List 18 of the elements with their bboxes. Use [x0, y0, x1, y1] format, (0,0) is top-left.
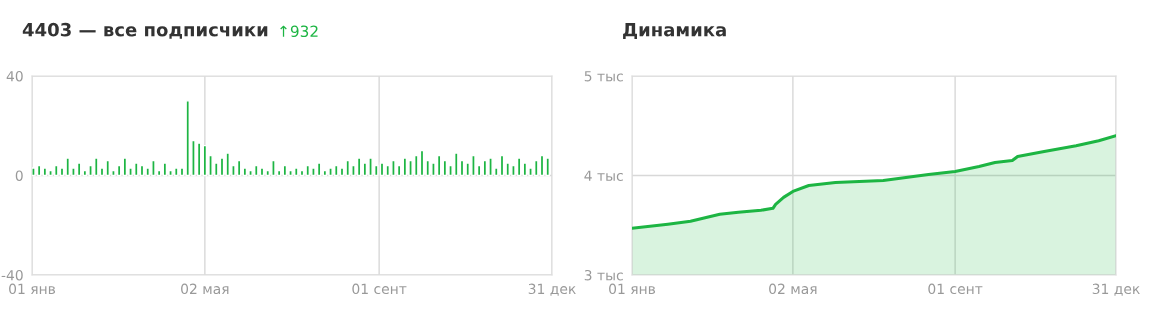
y-tick-label: 4 тыс [584, 170, 623, 181]
y-tick-label: 5 тыс [584, 71, 623, 82]
chart-subtitle: ↑932 [280, 25, 318, 38]
x-tick-label: 01 янв [609, 283, 656, 295]
x-tick-label: 01 сент [928, 283, 983, 295]
x-tick-label: 31 дек [1092, 283, 1140, 296]
chart-title: 4403 — все подписчики [22, 22, 268, 39]
x-tick-label: 02 мая [769, 283, 817, 295]
chart-title: Динамика [623, 23, 726, 40]
x-tick-label: 01 янв [9, 283, 56, 295]
x-tick-label: 31 дек [528, 283, 576, 296]
x-tick-label: 01 сент [352, 283, 407, 295]
y-tick-label: 3 тыс [584, 269, 623, 281]
x-tick-label: 02 мая [181, 283, 229, 295]
y-tick-label: 40 [6, 70, 23, 82]
y-tick-label: 0 [15, 170, 23, 181]
bar [36, 164, 42, 177]
y-tick-label: -40 [1, 269, 23, 281]
